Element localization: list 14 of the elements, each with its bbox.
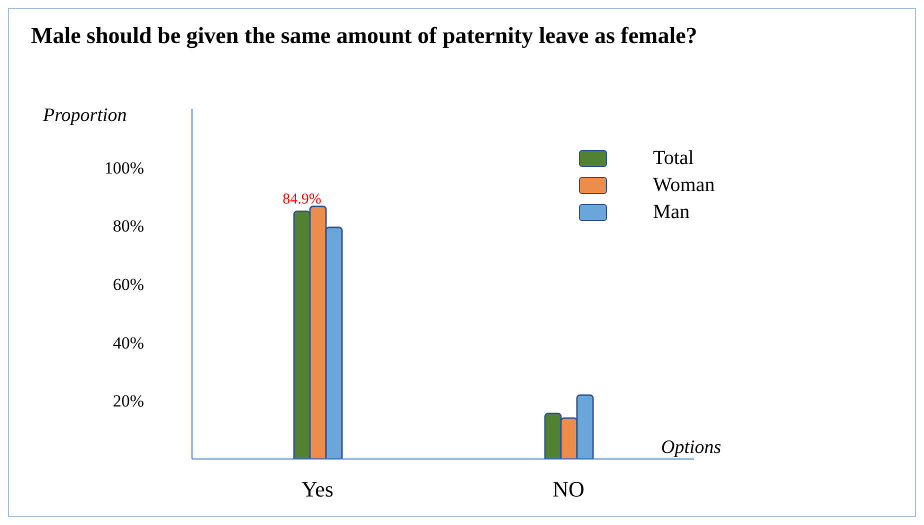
y-tick-label: 60% (112, 275, 144, 294)
y-tick-label: 80% (112, 216, 144, 236)
legend-label: Total (653, 147, 694, 170)
y-tick-label: 20% (112, 392, 144, 411)
data-label: 84.9% (282, 191, 322, 208)
x-tick-label: NO (552, 476, 584, 502)
x-tick-label: Yes (301, 476, 334, 502)
x-axis-title: Options (661, 437, 722, 459)
y-tick-label: 100% (104, 158, 144, 178)
legend-label: Woman (653, 174, 715, 197)
y-axis-title: Proportion (43, 105, 127, 127)
chart-title: Male should be given the same amount of paternity leave as female? (31, 23, 698, 49)
y-tick-label: 40% (112, 333, 144, 352)
legend-label: Man (653, 201, 690, 224)
